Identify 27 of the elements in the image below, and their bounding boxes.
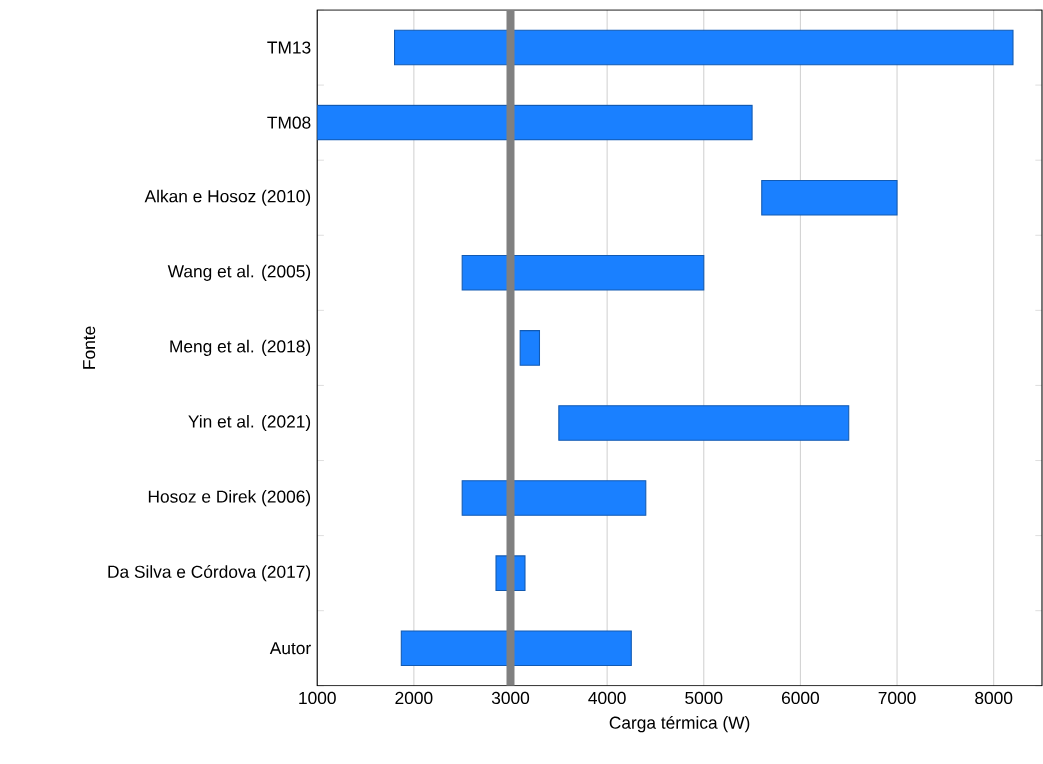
- y-tick-label: TM08: [267, 116, 311, 129]
- y-tick-label: TM13: [267, 41, 311, 54]
- y-tick-label: Da Silva e Córdova (2017): [108, 564, 311, 582]
- x-tick-label: 7000: [878, 691, 916, 704]
- bar: [317, 104, 753, 141]
- y-tick-label: Alkan e Hosoz (2010): [144, 189, 311, 206]
- bar: [558, 404, 850, 441]
- bar: [400, 630, 632, 666]
- bar: [393, 29, 1014, 66]
- x-tick-label: 1000: [299, 691, 336, 704]
- y-tick-label: Yin et al. (2021): [188, 414, 311, 431]
- x-axis-title: Carga térmica (W): [609, 715, 750, 733]
- bar: [461, 254, 705, 291]
- y-tick-label: Hosoz e Direk (2006): [148, 489, 311, 506]
- x-tick-label: 3000: [491, 691, 530, 704]
- y-tick-label: Autor: [269, 642, 311, 655]
- x-tick-label: 8000: [975, 691, 1013, 704]
- bar: [519, 329, 541, 366]
- x-tick-label: 4000: [588, 691, 626, 704]
- y-axis-title: Fonte: [83, 326, 96, 369]
- bar: [761, 179, 898, 216]
- bar: [461, 480, 647, 516]
- x-tick-label: 6000: [782, 691, 819, 704]
- y-tick-label: Meng et al. (2018): [170, 339, 311, 356]
- y-tick-label: Wang et al. (2005): [167, 264, 311, 281]
- x-tick-label: 5000: [685, 691, 723, 704]
- x-tick-label: 2000: [395, 691, 433, 704]
